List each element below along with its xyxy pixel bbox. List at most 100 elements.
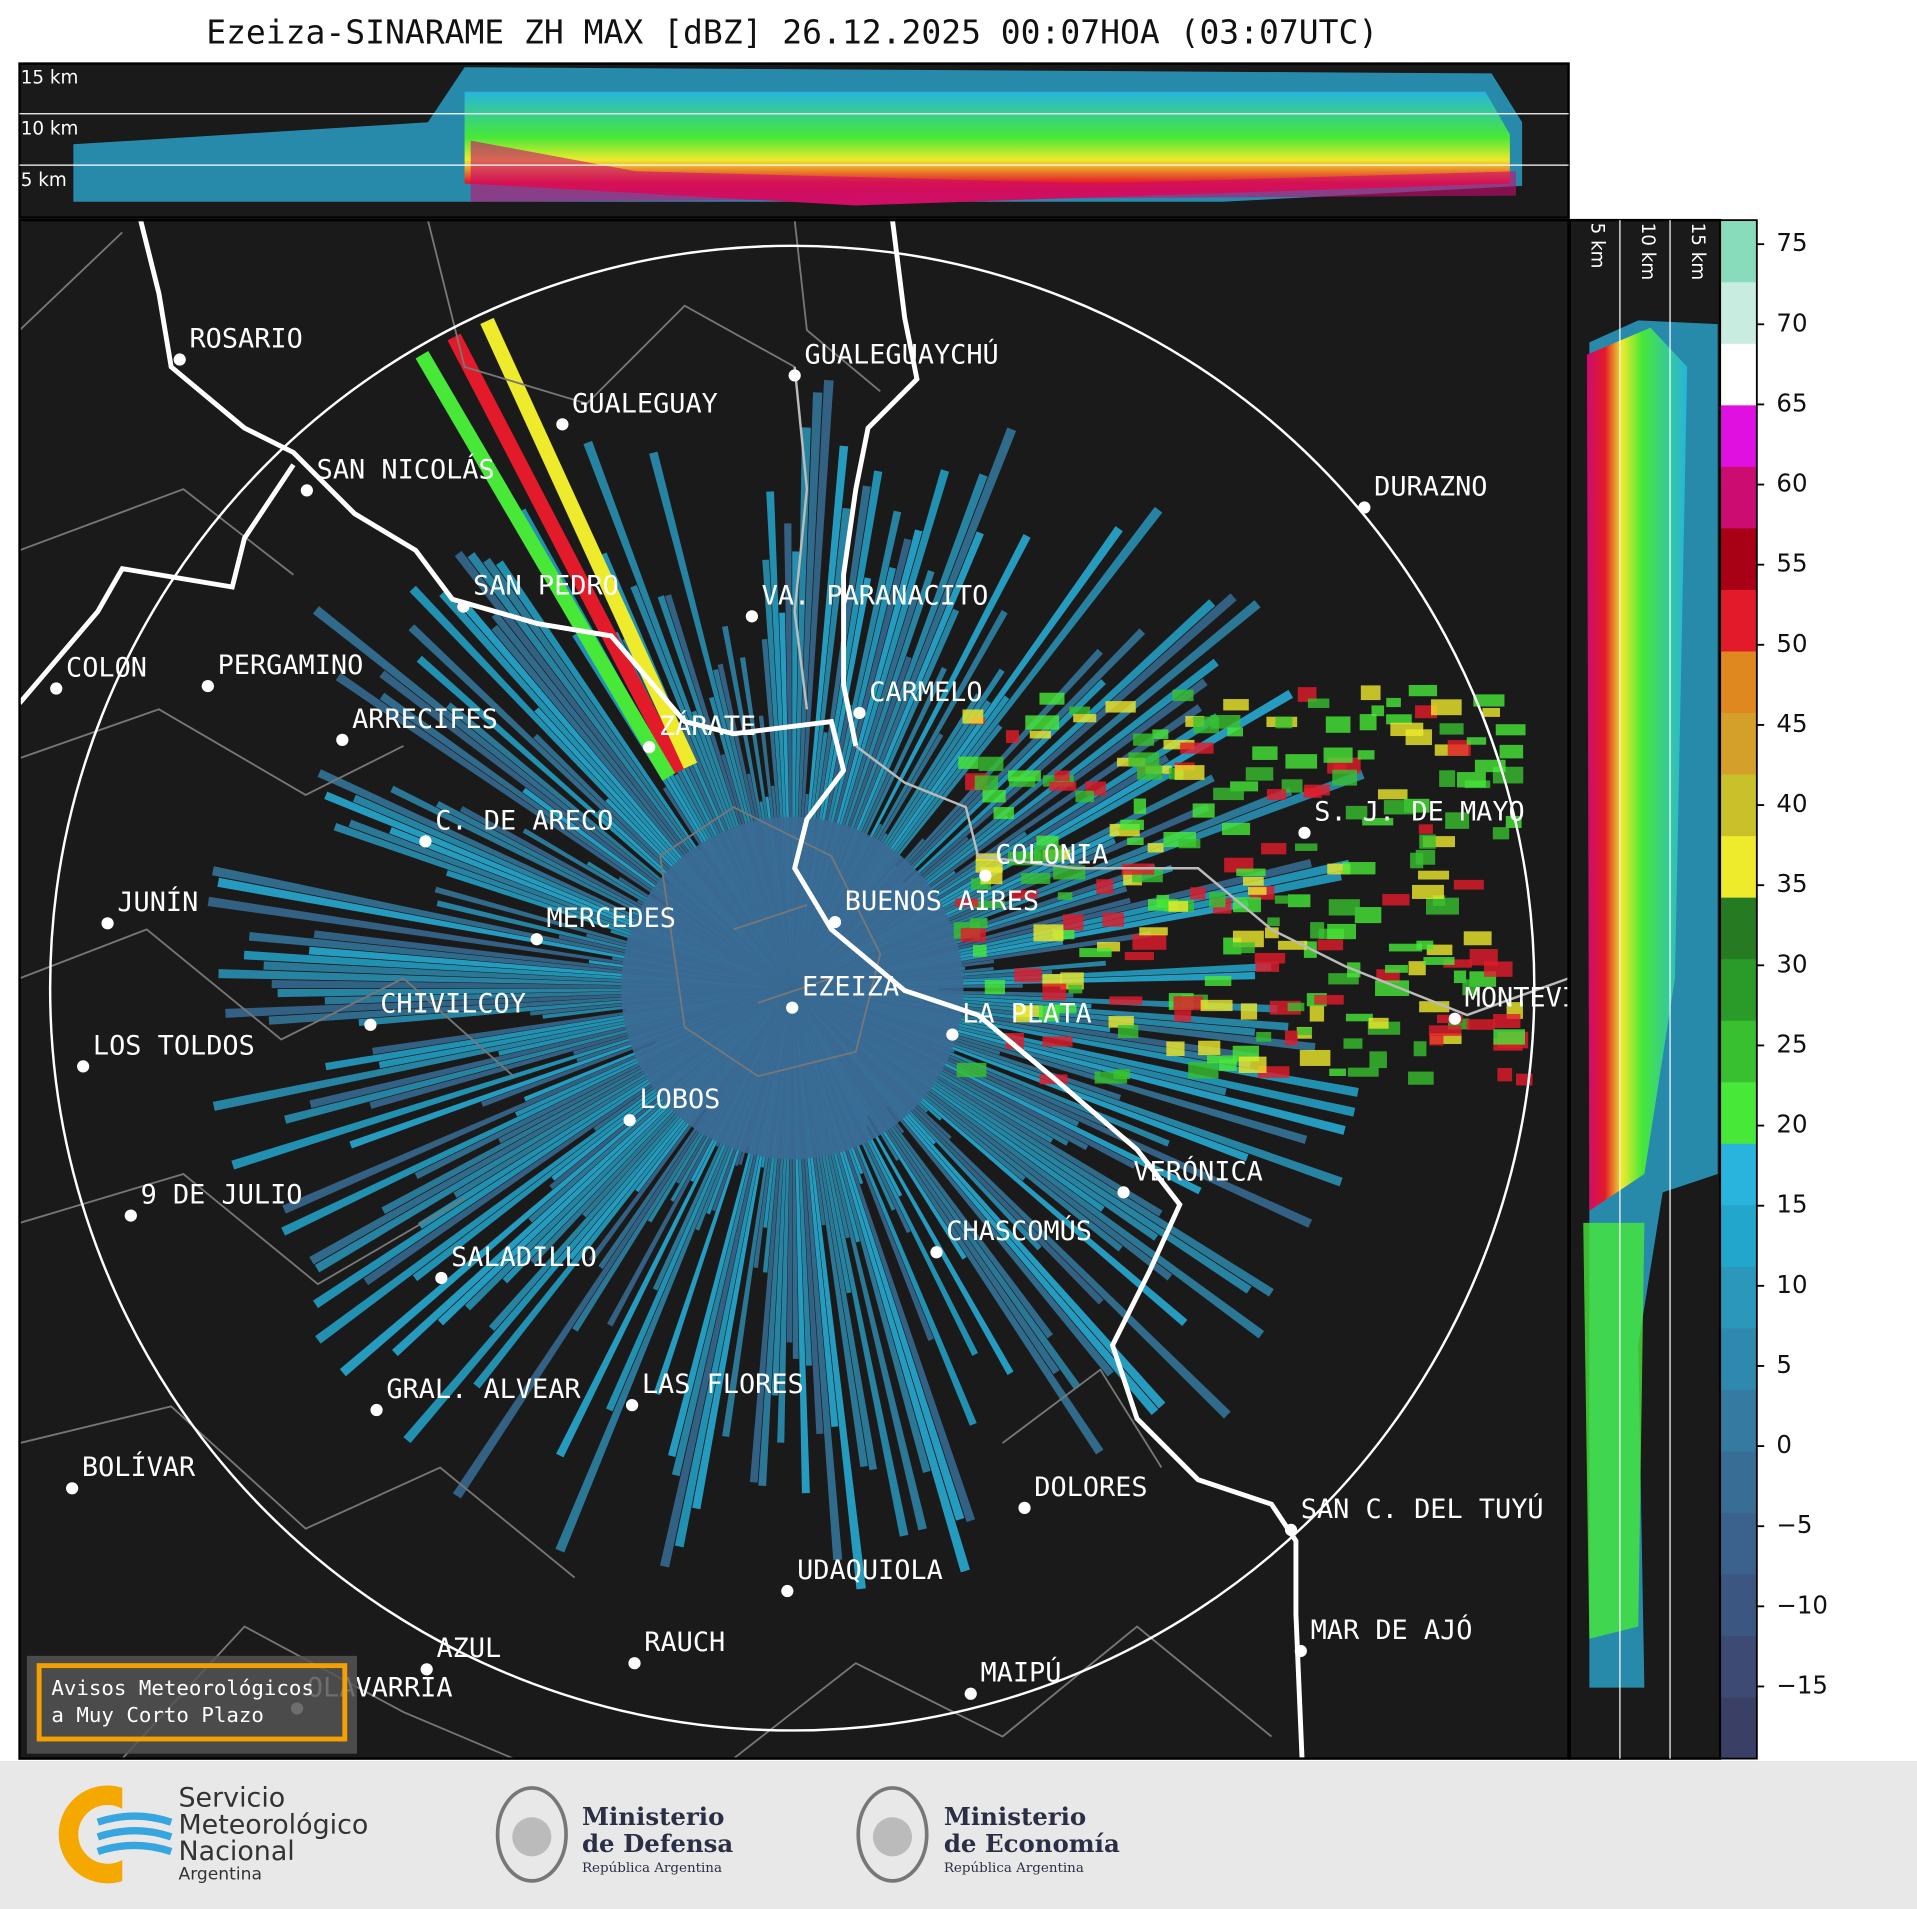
city-label: C. DE ARECO [435, 805, 613, 836]
echo-cell [1190, 887, 1206, 900]
city-marker [788, 369, 801, 382]
colorbar-tick-label: 20 [1776, 1110, 1807, 1139]
echo-cell [1297, 1027, 1313, 1036]
colorbar-band [1720, 1081, 1757, 1144]
city-marker [77, 1060, 90, 1073]
city-marker [201, 679, 214, 693]
echo-cell [1418, 824, 1433, 834]
echo-cell [1371, 705, 1385, 717]
colorbar-tick-label: 70 [1776, 308, 1807, 337]
echo-cell [1233, 897, 1261, 913]
echo-cell [1152, 729, 1169, 740]
echo-cell [974, 775, 999, 791]
echo-cell [1469, 948, 1498, 966]
echo-cell [1257, 1066, 1290, 1078]
echo-cell [1497, 1067, 1513, 1082]
echo-cell [1127, 837, 1144, 845]
echo-cell [1375, 980, 1410, 997]
echo-core [621, 816, 964, 1160]
city-label: COLON [66, 652, 147, 683]
echo-cell [1386, 714, 1412, 725]
echo-cell [1345, 1013, 1373, 1022]
city-marker [556, 418, 569, 431]
side-echo [1583, 320, 1718, 1688]
city-marker [1448, 1012, 1461, 1025]
height-label: 10 km [21, 119, 79, 140]
city-marker [828, 915, 842, 929]
top-echo [73, 67, 1523, 206]
city-label: VERÓNICA [1133, 1155, 1263, 1187]
echo-cell [1347, 1067, 1379, 1077]
echo-cell [1385, 964, 1408, 973]
height-label: 5 km [1587, 223, 1608, 269]
colorbar-band [1720, 281, 1757, 344]
echo-cell [1057, 892, 1073, 900]
echo-spoke [447, 333, 686, 775]
echo-cell [1033, 845, 1062, 863]
echo-cell [1062, 914, 1084, 931]
echo-cell [1369, 1051, 1387, 1069]
echo-cell [1327, 863, 1351, 875]
city-marker [745, 610, 758, 623]
echo-cell [1133, 798, 1147, 814]
echo-cell [1443, 959, 1472, 968]
colorbar-band [1720, 220, 1757, 283]
echo-cell [1343, 1038, 1363, 1049]
echo-cell [1342, 862, 1376, 875]
logo-text: Ministerio [944, 1802, 1086, 1831]
echo-cell [1325, 716, 1351, 733]
city-marker [124, 1209, 137, 1222]
echo-cell [1327, 923, 1357, 940]
echo-cell [1408, 1071, 1434, 1085]
colorbar-tick-label: 10 [1776, 1270, 1807, 1299]
echo-cell [984, 979, 1006, 995]
echo-cell [1266, 789, 1287, 800]
echo-cell [1439, 723, 1464, 735]
echo-cell [1118, 1025, 1139, 1039]
echo-cell [1248, 887, 1267, 895]
colorbar-tick-label: 40 [1776, 789, 1807, 818]
city-label: DOLORES [1034, 1472, 1147, 1503]
echo-cell [982, 789, 1006, 803]
echo-cell [1021, 873, 1051, 884]
echo-cell [1386, 697, 1401, 708]
echo-cell [1005, 730, 1019, 744]
echo-cell [1310, 922, 1325, 939]
echo-cell [1128, 752, 1160, 767]
city-label: ARRECIFES [352, 704, 498, 735]
echo-cell [1422, 836, 1455, 848]
colorbar-tick-label: 0 [1776, 1430, 1792, 1459]
city-marker [964, 1687, 977, 1700]
echo-cell [1168, 901, 1189, 912]
shoreline [793, 366, 1569, 1017]
colorbar-band [1720, 1143, 1757, 1206]
echo-cell [1174, 765, 1205, 780]
colorbar-tick-label: 35 [1776, 869, 1807, 898]
colorbar-band [1720, 527, 1757, 590]
city-marker [1018, 1501, 1031, 1514]
logo-text: de Economía [944, 1829, 1120, 1858]
colorbar-band [1720, 1204, 1757, 1267]
echo-cell [1299, 1049, 1331, 1066]
echo-cell [1015, 1005, 1043, 1017]
echo-cell [1209, 892, 1226, 908]
city-label: UDAQUIOLA [797, 1555, 943, 1586]
colorbar-band [1720, 1635, 1757, 1698]
echo-cell [1264, 927, 1279, 939]
echo-cell [1188, 1061, 1219, 1079]
echo-cell [1328, 899, 1360, 916]
echo-cell [1360, 685, 1381, 701]
echo-cell [1463, 931, 1492, 946]
echo-cell [1108, 1016, 1134, 1028]
echo-cell [1052, 930, 1075, 940]
title: Ezeiza-SINARAME ZH MAX [dBZ] 26.12.2025 … [206, 13, 1378, 52]
city-label: SALADILLO [451, 1242, 597, 1273]
colorbar-tick-label: 30 [1776, 949, 1807, 978]
echo-cell [1079, 948, 1112, 958]
city-marker [530, 933, 543, 946]
colorbar-tick-label: 5 [1776, 1350, 1792, 1379]
echo-cell [1256, 1032, 1272, 1042]
echo-cell [956, 1062, 987, 1078]
